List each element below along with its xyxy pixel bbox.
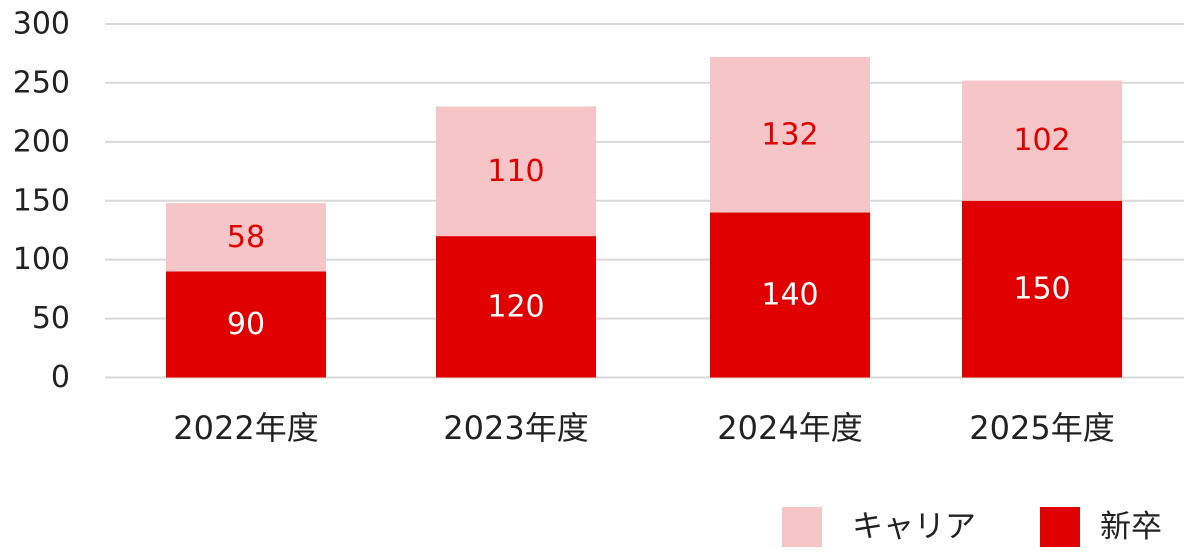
x-axis-labels: 2022年度 2023年度 2024年度 2025年度 [173,409,1114,447]
bar-segment-shinsotsu [710,212,870,378]
data-label: 120 [487,289,544,324]
bars: 90 58 120 110 140 132 150 102 [166,56,1122,378]
x-category-label: 2023年度 [443,409,588,447]
data-label: 140 [761,278,818,313]
data-label: 58 [227,220,265,255]
y-tick-label: 150 [13,183,70,218]
bar-segment-career [710,56,870,213]
legend-label-shinsotsu: 新卒 [1100,509,1162,545]
legend-swatch-shinsotsu [1040,507,1080,547]
bar-segment-shinsotsu [436,236,596,378]
x-category-label: 2025年度 [969,409,1114,447]
legend-label-career: キャリア [852,509,976,545]
bar-segment-career [436,106,596,237]
x-category-label: 2022年度 [173,409,318,447]
data-label: 102 [1013,123,1070,158]
bar-segment-career [166,203,326,272]
bar-segment-shinsotsu [166,271,326,378]
legend-swatch-career [782,507,822,547]
y-tick-label: 50 [32,301,70,336]
y-tick-label: 250 [13,65,70,100]
y-tick-label: 0 [51,360,70,395]
y-tick-label: 200 [13,124,70,159]
y-axis-ticks: 0 50 100 150 200 250 300 [13,7,70,396]
data-label: 110 [487,154,544,189]
y-tick-label: 100 [13,242,70,277]
y-tick-label: 300 [13,7,70,42]
bar-segment-career [962,80,1122,201]
x-category-label: 2024年度 [717,409,862,447]
legend: キャリア 新卒 [782,507,1162,547]
bar-segment-shinsotsu [962,200,1122,378]
data-label: 90 [227,307,265,342]
data-label: 132 [761,117,818,152]
data-label: 150 [1013,272,1070,307]
